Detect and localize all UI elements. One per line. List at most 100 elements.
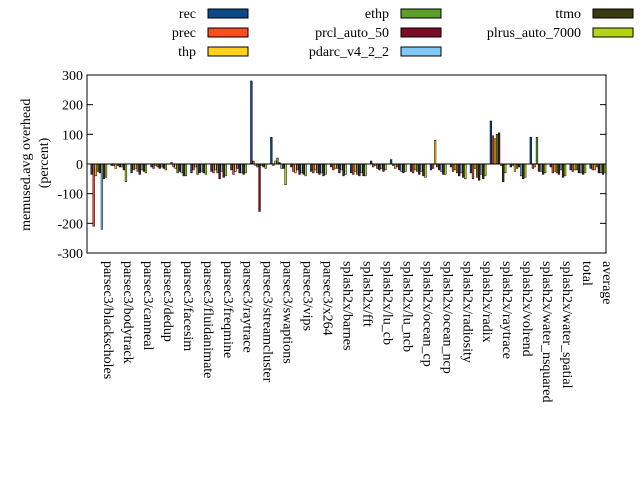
- bar-plrus_auto_7000-9: [284, 163, 287, 186]
- bar-pdarc_v4_2_2-25: [599, 163, 603, 174]
- bar-ethp-21: [515, 163, 519, 169]
- bar-plrus_auto_7000-6: [224, 163, 227, 177]
- bar-prcl_auto_50-14: [378, 163, 381, 171]
- y-tick-label-1: 200: [62, 99, 83, 114]
- x-tick-labels: parsec3/blackscholes parsec3/bodytrack par…: [100, 261, 614, 403]
- bar-prcl_auto_50-23: [557, 163, 561, 175]
- x-tick-label-6: parsec3/freqmine: [220, 261, 235, 358]
- bar-thp-0: [94, 163, 97, 177]
- bar-ethp-12: [336, 163, 339, 169]
- bar-pdarc_v4_2_2-18: [460, 163, 463, 174]
- bar-thp-7: [234, 163, 237, 172]
- x-tick-label-15: splash2x/lu_ncb: [399, 261, 414, 352]
- bar-ethp-18: [455, 163, 459, 174]
- bar-ttmo-23: [561, 163, 565, 178]
- bar-thp-15: [394, 163, 397, 169]
- y-tick-label-0: 300: [62, 69, 83, 84]
- legend-label-prcl_auto_50: prcl_auto_50: [315, 26, 389, 41]
- bar-thp-25: [593, 163, 596, 171]
- bar-ttmo-9: [282, 163, 285, 169]
- legend-swatch-ttmo: [592, 8, 634, 19]
- bar-prec-25: [591, 163, 594, 171]
- legend: rec prec thp ethp prcl_auto_50 pdarc_v4_2_2 tt…: [172, 7, 634, 60]
- bar-pdarc_v4_2_2-17: [440, 163, 443, 172]
- bar-ttmo-17: [442, 163, 445, 175]
- bar-ttmo-7: [242, 163, 245, 175]
- bar-pdarc_v4_2_2-12: [340, 163, 343, 171]
- bar-thp-1: [114, 163, 117, 169]
- bar-thp-10: [294, 163, 297, 174]
- bar-rec-5: [190, 163, 193, 174]
- bar-plrus_auto_7000-0: [104, 163, 108, 178]
- bar-ethp-14: [376, 163, 379, 169]
- bar-prec-5: [192, 163, 195, 171]
- bar-ethp-6: [216, 163, 219, 174]
- bar-plrus_auto_7000-12: [344, 163, 347, 175]
- bar-thp-13: [354, 163, 357, 172]
- bar-ethp-19: [475, 163, 479, 178]
- plot-frame: [86, 74, 607, 254]
- bar-pdarc_v4_2_2-4: [180, 163, 183, 174]
- bar-plrus_auto_7000-23: [563, 163, 567, 177]
- bar-ttmo-10: [302, 163, 305, 175]
- legend-swatch-prec: [207, 27, 249, 38]
- bar-prcl_auto_50-24: [577, 163, 581, 174]
- bar-prcl_auto_50-12: [338, 163, 341, 174]
- x-tick-label-21: splash2x/volrend: [519, 261, 534, 357]
- bar-prec-19: [471, 163, 475, 180]
- x-tick-label-12: splash2x/barnes: [340, 261, 355, 350]
- bar-ethp-2: [136, 163, 139, 172]
- bar-pdarc_v4_2_2-21: [519, 163, 523, 177]
- bar-thp-20: [493, 138, 497, 165]
- bar-rec-25: [589, 163, 592, 169]
- bar-pdarc_v4_2_2-9: [280, 163, 283, 169]
- bar-prec-7: [232, 163, 235, 175]
- legend-label-pdarc_v4_2_2: pdarc_v4_2_2: [309, 45, 389, 60]
- bar-prcl_auto_50-15: [398, 163, 401, 171]
- bar-plrus_auto_7000-13: [364, 163, 367, 177]
- bar-ethp-23: [555, 163, 559, 174]
- x-tick-label-25: average: [599, 261, 614, 305]
- bar-ethp-9: [276, 157, 279, 165]
- bar-prec-18: [451, 163, 455, 172]
- bar-thp-11: [314, 163, 317, 171]
- bar-thp-18: [453, 163, 457, 171]
- x-tick-label-5: parsec3/fluidanimate: [200, 261, 215, 378]
- bar-thp-21: [513, 163, 517, 172]
- bar-prec-16: [411, 163, 415, 174]
- bar-prcl_auto_50-5: [198, 163, 201, 174]
- bar-ttmo-11: [322, 163, 325, 177]
- bar-prcl_auto_50-7: [238, 163, 241, 174]
- bar-ethp-5: [196, 163, 199, 175]
- x-tick-label-14: splash2x/lu_cb: [379, 261, 394, 345]
- bar-prec-12: [332, 163, 335, 171]
- bar-prcl_auto_50-20: [497, 132, 501, 165]
- bar-pdarc_v4_2_2-15: [400, 163, 403, 172]
- bar-pdarc_v4_2_2-11: [320, 163, 323, 174]
- x-tick-label-24: total: [579, 261, 594, 286]
- bar-pdarc_v4_2_2-16: [420, 163, 423, 172]
- x-tick-label-23: splash2x/water_spatial: [559, 261, 574, 389]
- bar-prec-23: [551, 163, 554, 174]
- bar-ttmo-19: [482, 163, 485, 180]
- bar-plrus_auto_7000-24: [583, 163, 587, 174]
- bar-plrus_auto_7000-1: [124, 163, 128, 183]
- legend-label-plrus_auto_7000: plrus_auto_7000: [487, 26, 581, 41]
- y-tick-label-4: -100: [57, 188, 83, 203]
- bar-prec-24: [571, 163, 574, 172]
- bar-prec-6: [212, 163, 215, 174]
- legend-label-thp: thp: [178, 45, 196, 60]
- bar-thp-23: [553, 163, 556, 172]
- legend-swatch-plrus_auto_7000: [592, 27, 634, 38]
- bar-pdarc_v4_2_2-5: [200, 163, 203, 172]
- x-tick-label-7: parsec3/raytrace: [240, 261, 255, 353]
- bar-prcl_auto_50-0: [98, 163, 101, 174]
- bar-ttmo-13: [362, 163, 365, 177]
- bar-pdarc_v4_2_2-23: [559, 163, 563, 171]
- bar-ttmo-25: [601, 163, 605, 175]
- bar-rec-16: [409, 163, 413, 172]
- bar-ethp-7: [236, 163, 239, 169]
- bar-ttmo-20: [502, 163, 505, 183]
- bar-plrus_auto_7000-11: [324, 163, 327, 175]
